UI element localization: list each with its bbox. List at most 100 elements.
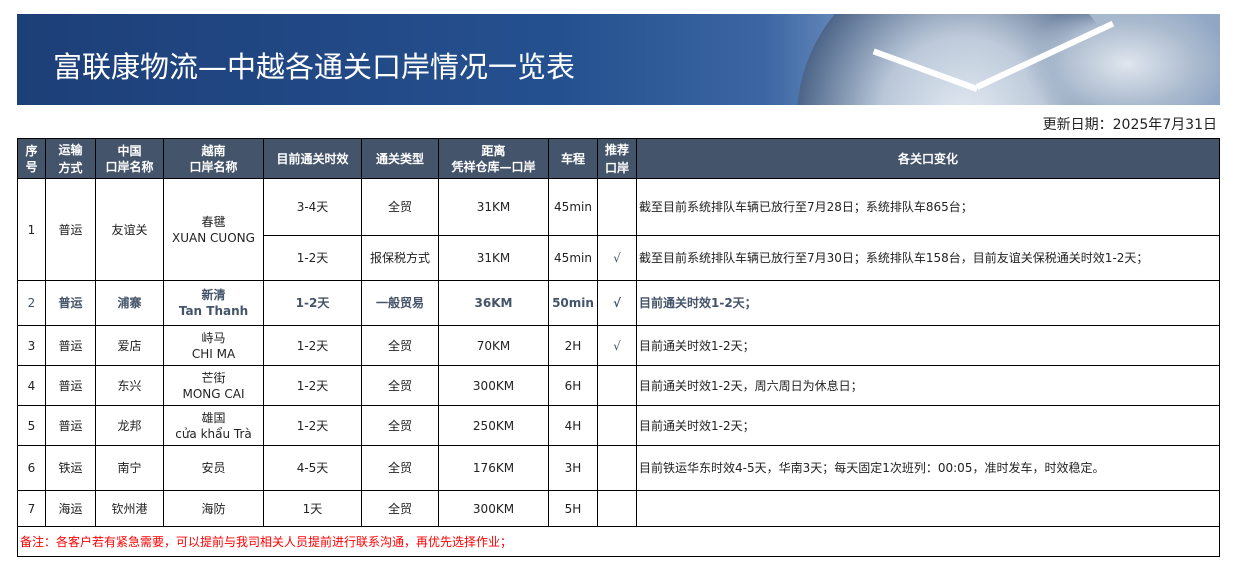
- vn-port-name: cửa khẩu Trà: [175, 426, 252, 441]
- drive-time: 4H: [548, 405, 598, 446]
- vn-port-cell: 春毽 XUAN CUONG: [163, 178, 264, 281]
- clearance-time: 1-2天: [263, 280, 362, 326]
- transport-mode: 海运: [45, 490, 96, 527]
- table-row: 1-2天 报保税方式 31KM 45min √ 截至目前系统排队车辆已放行至7月30日；系…: [18, 235, 1220, 281]
- vn-port-cell: 芒街 MONG CAI: [163, 365, 264, 406]
- vn-port-name: 春毽: [201, 214, 226, 229]
- clock-highlight: [1027, 14, 1220, 105]
- table-row: 4 普运 东兴 芒街 MONG CAI 1-2天 全贸 300KM 6H 目前通关时效1-2天，周…: [17, 365, 1220, 406]
- vn-port-name: 新清: [201, 288, 226, 302]
- clearance-time: 1-2天: [263, 325, 362, 366]
- recommended-check: √: [597, 280, 637, 326]
- column-header-label: 运输方式: [58, 142, 83, 175]
- column-header-label: 序: [25, 143, 38, 158]
- distance: 31KM: [438, 235, 549, 281]
- note-text: 备注：各客户若有紧急需要，可以提前与我司相关人员提前进行联系沟通，再优先选择作业…: [17, 526, 1220, 557]
- vn-port-name: MONG CAI: [182, 386, 245, 401]
- table-row: 6 铁运 南宁 安员 4-5天 全贸 176KM 3H 目前铁运华东时效4-5天，华南3天；每天…: [17, 445, 1220, 491]
- row-number: 4: [17, 365, 46, 406]
- column-header-label: 中国: [117, 143, 142, 158]
- cn-port: 浦寨: [95, 280, 164, 326]
- drive-time: 50min: [548, 280, 598, 326]
- recommended-check: [597, 365, 637, 406]
- port-change: 目前通关时效1-2天；: [636, 280, 1220, 326]
- row-number: 2: [17, 280, 46, 326]
- distance: 31KM: [438, 178, 549, 236]
- column-header-label: 目前通关时效: [276, 151, 349, 166]
- clearance-type: 全贸: [361, 445, 439, 491]
- header-banner: 富联康物流—中越各通关口岸情况一览表: [17, 14, 1220, 105]
- column-header-label: 各关口变化: [897, 151, 958, 166]
- distance: 300KM: [438, 490, 549, 527]
- clearance-type: 全贸: [361, 490, 439, 527]
- clearance-time: 4-5天: [263, 445, 362, 491]
- vn-port-name: 安员: [201, 461, 226, 475]
- transport-mode: 铁运: [45, 445, 96, 491]
- clearance-type: 报保税方式: [361, 235, 439, 281]
- cn-port: 南宁: [95, 445, 164, 491]
- row-number: 7: [17, 490, 46, 527]
- transport-mode: 普运: [45, 280, 96, 326]
- vn-port-cell: 峙马 CHI MA: [163, 325, 264, 366]
- column-header-label: 车程: [560, 151, 585, 166]
- drive-time: 45min: [548, 235, 598, 281]
- row-number: 1: [17, 178, 46, 281]
- clearance-time: 3-4天: [263, 178, 362, 236]
- table-row: 1 普运 友谊关 春毽 XUAN CUONG 3-4天 全贸 31KM 45min 截至目前系统排…: [17, 178, 1220, 281]
- port-table: 序号 运输方式 中国口岸名称 越南 口岸名称 目前通关时效 通关类型 距离 凭祥仓库—口岸 车程推…: [17, 138, 1220, 557]
- row-number: 3: [17, 325, 46, 366]
- recommended-check: √: [597, 325, 637, 366]
- cn-port: 爱店: [95, 325, 164, 366]
- table-row: 7 海运 钦州港 海防 1天 全贸 300KM 5H: [17, 490, 1220, 527]
- column-header: 距离 凭祥仓库—口岸: [438, 138, 549, 179]
- table-row: 5 普运 龙邦 雄国 cửa khẩu Trà 1-2天 全贸 250KM 4H 目前通关时效1-…: [17, 405, 1220, 446]
- vn-port-cell: 海防: [163, 490, 264, 527]
- column-header: 越南 口岸名称: [163, 138, 264, 179]
- column-header-label: 越南: [201, 143, 226, 158]
- clearance-type: 全贸: [361, 325, 439, 366]
- recommended-check: [597, 445, 637, 491]
- port-change: 目前通关时效1-2天；: [636, 405, 1220, 446]
- drive-time: 6H: [548, 365, 598, 406]
- distance: 70KM: [438, 325, 549, 366]
- clearance-time: 1-2天: [263, 405, 362, 446]
- clearance-time: 1天: [263, 490, 362, 527]
- recommended-check: [597, 178, 637, 236]
- transport-mode: 普运: [45, 365, 96, 406]
- table-row: 3 普运 爱店 峙马 CHI MA 1-2天 全贸 70KM 2H √ 目前通关时效1-2天；: [17, 325, 1220, 366]
- port-change: 目前铁运华东时效4-5天，华南3天；每天固定1次班列：00:05，准时发车，时效…: [636, 445, 1220, 491]
- distance: 36KM: [438, 280, 549, 326]
- recommended-check: [597, 405, 637, 446]
- clearance-type: 全贸: [361, 178, 439, 236]
- recommended-check: [597, 490, 637, 527]
- vn-port-cell: 雄国 cửa khẩu Trà: [163, 405, 264, 446]
- note-row: 备注：各客户若有紧急需要，可以提前与我司相关人员提前进行联系沟通，再优先选择作业…: [17, 526, 1220, 557]
- column-header-label: 口岸名称: [189, 159, 238, 174]
- distance: 176KM: [438, 445, 549, 491]
- vn-port-name: 芒街: [201, 370, 226, 385]
- recommended-check: √: [597, 235, 637, 281]
- transport-mode: 普运: [45, 325, 96, 366]
- port-change: 目前通关时效1-2天，周六周日为休息日；: [636, 365, 1220, 406]
- column-header: 目前通关时效: [263, 138, 362, 179]
- cn-port: 钦州港: [95, 490, 164, 527]
- drive-time: 3H: [548, 445, 598, 491]
- vn-port-name: CHI MA: [191, 346, 236, 361]
- vn-port-cell: 新清 Tan Thanh: [163, 280, 264, 326]
- cn-port: 友谊关: [95, 178, 164, 281]
- column-header-label: 号: [25, 159, 38, 174]
- drive-time: 5H: [548, 490, 598, 527]
- vn-port-name: 雄国: [201, 410, 226, 425]
- column-header: 推荐口岸: [597, 138, 637, 179]
- vn-port-name: XUAN CUONG: [172, 230, 255, 245]
- table-row: 2 普运 浦寨 新清 Tan Thanh 1-2天 一般贸易 36KM 50min √ 目前通关时效…: [17, 280, 1220, 326]
- clearance-type: 一般贸易: [361, 280, 439, 326]
- port-change: 目前通关时效1-2天；: [636, 325, 1220, 366]
- column-header: 通关类型: [361, 138, 439, 179]
- column-header: 车程: [548, 138, 598, 179]
- column-header-label: 距离: [481, 143, 506, 158]
- vn-port-cell: 安员: [163, 445, 264, 491]
- drive-time: 2H: [548, 325, 598, 366]
- vn-port-name: 峙马: [201, 330, 226, 345]
- distance: 250KM: [438, 405, 549, 446]
